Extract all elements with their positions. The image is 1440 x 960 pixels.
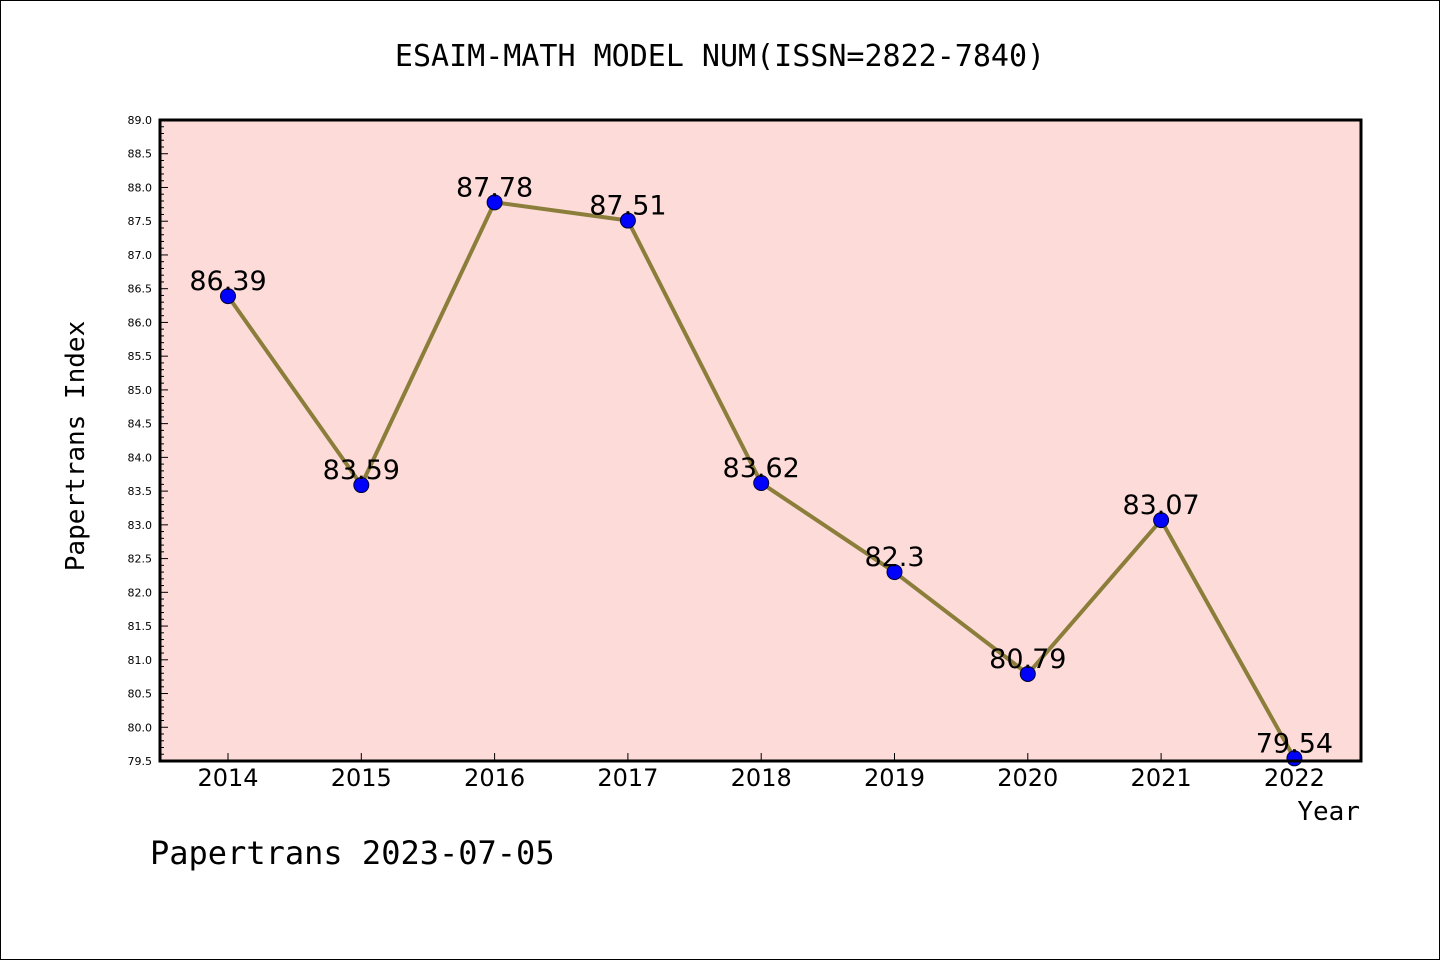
- plot-area: [160, 120, 1361, 761]
- x-tick-label: 2017: [597, 764, 658, 792]
- y-axis-label: Papertrans Index: [61, 321, 91, 571]
- data-point: [486, 194, 503, 211]
- y-tick-label: 80.0: [128, 721, 153, 734]
- y-tick-label: 87.5: [128, 215, 153, 228]
- data-label: 83.59: [323, 455, 400, 486]
- data-point: [220, 288, 236, 305]
- y-tick-label: 79.5: [128, 755, 153, 768]
- data-point: [753, 475, 770, 492]
- footer-text: Papertrans 2023-07-05: [150, 834, 555, 872]
- y-tick-label: 83.0: [128, 519, 153, 532]
- x-tick-label: 2014: [197, 764, 258, 792]
- data-point: [1019, 665, 1036, 682]
- x-tick-label: 2022: [1264, 764, 1325, 792]
- x-tick-label: 2016: [464, 764, 525, 792]
- y-tick-label: 85.0: [128, 384, 153, 397]
- data-label: 79.54: [1256, 728, 1333, 759]
- data-point: [353, 477, 370, 494]
- x-tick-label: 2020: [997, 764, 1058, 792]
- data-label: 83.62: [723, 453, 800, 484]
- y-tick-label: 87.0: [128, 249, 153, 262]
- data-labels: 86.39 83.59 87.78 87.51 83.62 82.3 80.79 83.07 7…: [189, 172, 1333, 759]
- x-axis-label: Year: [1297, 797, 1360, 827]
- data-label: 82.3: [864, 542, 924, 573]
- x-tick-label: 2019: [864, 764, 925, 792]
- y-tick-label: 82.5: [128, 553, 153, 566]
- x-tick-label: 2021: [1131, 764, 1192, 792]
- data-label: 87.78: [456, 172, 533, 203]
- data-label: 80.79: [989, 644, 1066, 675]
- y-axis: 79.5 80.0 80.5 81.0 81.5 82.0 82.5 83.0 83.5 84.0…: [128, 114, 168, 768]
- x-tick-label: 2015: [331, 764, 392, 792]
- y-tick-label: 86.0: [128, 316, 153, 329]
- x-tick-label: 2018: [731, 764, 792, 792]
- y-tick-label: 85.5: [128, 350, 153, 363]
- data-point: [1153, 512, 1170, 529]
- y-tick-label: 84.0: [128, 451, 153, 464]
- y-tick-label: 82.0: [128, 586, 153, 599]
- data-label: 87.51: [589, 191, 666, 222]
- y-tick-label: 89.0: [128, 114, 153, 127]
- y-tick-label: 81.0: [128, 654, 153, 667]
- y-tick-label: 83.5: [128, 485, 153, 498]
- plot-border: [158, 118, 1363, 763]
- y-tick-label: 84.5: [128, 418, 153, 431]
- y-tick-label: 88.5: [128, 148, 153, 161]
- chart-title: ESAIM-MATH MODEL NUM(ISSN=2822-7840): [395, 39, 1045, 74]
- data-label: 86.39: [189, 266, 266, 297]
- data-label: 83.07: [1122, 490, 1199, 521]
- y-tick-label: 81.5: [128, 620, 153, 633]
- data-point: [886, 564, 903, 581]
- data-point: [619, 212, 636, 229]
- y-tick-label: 88.0: [128, 181, 153, 194]
- y-tick-label: 86.5: [128, 283, 153, 296]
- y-tick-label: 80.5: [128, 688, 153, 701]
